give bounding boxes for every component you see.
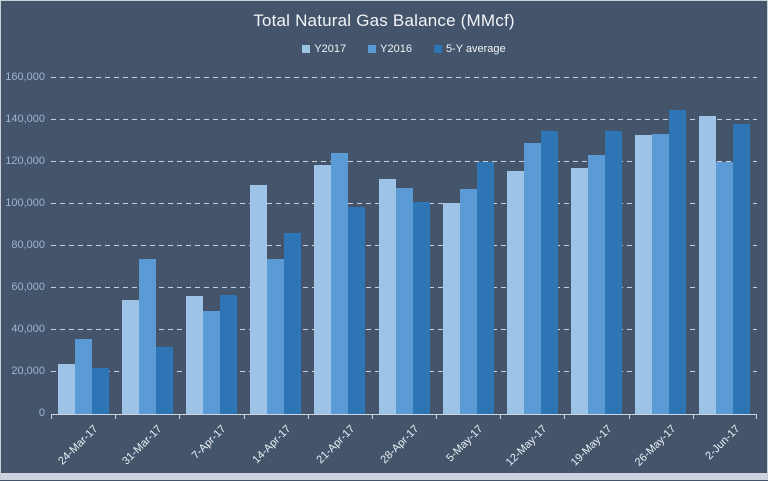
bar-group bbox=[372, 78, 436, 414]
bar bbox=[652, 133, 670, 414]
y-tick-label: 40,000 bbox=[11, 323, 45, 335]
gridline bbox=[51, 119, 757, 120]
bar bbox=[442, 202, 460, 414]
bar-group bbox=[179, 78, 243, 414]
gridline bbox=[51, 77, 757, 78]
bar bbox=[185, 296, 203, 414]
bar bbox=[348, 207, 366, 414]
bar-groups bbox=[51, 78, 757, 414]
bar bbox=[459, 189, 477, 414]
axis-tick bbox=[307, 414, 309, 419]
bar bbox=[476, 162, 494, 414]
legend-label-5y-average: 5-Y average bbox=[445, 43, 506, 55]
bar bbox=[588, 154, 606, 414]
legend-label-y2016: Y2016 bbox=[380, 43, 412, 55]
bar-group bbox=[244, 78, 308, 414]
bar bbox=[395, 188, 413, 414]
axis-tick bbox=[564, 414, 566, 419]
bar-group bbox=[565, 78, 629, 414]
bar bbox=[267, 258, 285, 414]
bar bbox=[74, 339, 92, 414]
bar bbox=[219, 295, 237, 414]
bar bbox=[155, 346, 173, 414]
axis-tick bbox=[115, 414, 117, 419]
axis-tick bbox=[500, 414, 502, 419]
x-tick-label: 5-May-17 bbox=[444, 423, 486, 465]
axis-tick bbox=[436, 414, 438, 419]
bar bbox=[331, 152, 349, 414]
legend-swatch-y2017 bbox=[302, 45, 311, 53]
x-tick-label: 24-Mar-17 bbox=[56, 423, 101, 468]
x-tick-label: 21-Apr-17 bbox=[314, 423, 358, 467]
axis-tick bbox=[51, 414, 52, 419]
y-tick-label: 0 bbox=[38, 407, 45, 419]
bar bbox=[314, 165, 332, 414]
y-tick-label: 140,000 bbox=[5, 113, 45, 125]
bar bbox=[121, 299, 139, 414]
x-tick-label: 26-May-17 bbox=[632, 423, 679, 469]
bar bbox=[378, 178, 396, 414]
axis-tick bbox=[756, 414, 757, 419]
bar-group bbox=[115, 78, 179, 414]
bar bbox=[202, 311, 220, 414]
y-tick-label: 60,000 bbox=[11, 281, 45, 293]
legend-swatch-y2016 bbox=[368, 45, 377, 53]
axis-tick bbox=[371, 414, 373, 419]
chart-title: Total Natural Gas Balance (MMcf) bbox=[253, 11, 515, 30]
bar bbox=[635, 134, 653, 414]
bar bbox=[284, 233, 302, 414]
bar bbox=[506, 171, 524, 414]
x-tick-label: 7-Apr-17 bbox=[190, 423, 229, 462]
legend-item-y2016: Y2016 bbox=[368, 43, 412, 55]
legend-swatch-5y-average bbox=[433, 45, 442, 53]
bar bbox=[571, 168, 589, 414]
y-tick-label: 100,000 bbox=[5, 197, 45, 209]
bar-group bbox=[500, 78, 564, 414]
bar bbox=[733, 124, 751, 414]
x-tick-label: 14-Apr-17 bbox=[250, 423, 294, 467]
bar-group bbox=[51, 78, 115, 414]
bar bbox=[412, 201, 430, 414]
y-tick-label: 120,000 bbox=[5, 155, 45, 167]
bar bbox=[91, 367, 109, 414]
legend-item-y2017: Y2017 bbox=[302, 43, 346, 55]
y-tick-label: 160,000 bbox=[5, 71, 45, 83]
bar bbox=[716, 162, 734, 414]
bar-group bbox=[308, 78, 372, 414]
bar-group bbox=[629, 78, 693, 414]
legend-label-y2017: Y2017 bbox=[314, 43, 347, 55]
legend-item-5y-average: 5-Y average bbox=[433, 43, 506, 55]
window-bottom-strip bbox=[1, 473, 767, 480]
plot-area bbox=[51, 77, 757, 419]
x-tick-label: 28-Apr-17 bbox=[378, 423, 422, 467]
axis-tick bbox=[692, 414, 694, 419]
bar bbox=[250, 185, 268, 414]
bar bbox=[523, 143, 541, 414]
bar-group bbox=[693, 78, 757, 414]
x-axis-line bbox=[51, 414, 757, 415]
x-axis-labels: 24-Mar-17 31-Mar-17 7-Apr-17 14-Apr-17 21-Ap… bbox=[51, 414, 757, 474]
x-tick-label: 19-May-17 bbox=[568, 423, 615, 469]
bar-group bbox=[436, 78, 500, 414]
x-tick-label: 12-May-17 bbox=[504, 423, 550, 469]
gridline bbox=[51, 161, 757, 162]
axis-tick bbox=[179, 414, 181, 419]
x-tick-label: 2-Jun-17 bbox=[703, 423, 743, 463]
bar bbox=[540, 130, 558, 414]
y-tick-label: 80,000 bbox=[11, 239, 45, 251]
axis-tick bbox=[628, 414, 630, 419]
bar bbox=[57, 363, 75, 414]
bar bbox=[605, 130, 623, 414]
y-axis-labels: 0 20,000 40,000 60,000 80,000 100,000 120,000 1… bbox=[1, 1, 45, 481]
axis-tick bbox=[243, 414, 245, 419]
x-tick-label: 31-Mar-17 bbox=[120, 423, 165, 468]
legend: Y2017 Y2016 5-Y average bbox=[51, 43, 757, 55]
bar bbox=[669, 109, 687, 414]
bar bbox=[138, 258, 156, 414]
y-tick-label: 20,000 bbox=[11, 365, 45, 377]
bar bbox=[699, 115, 717, 414]
